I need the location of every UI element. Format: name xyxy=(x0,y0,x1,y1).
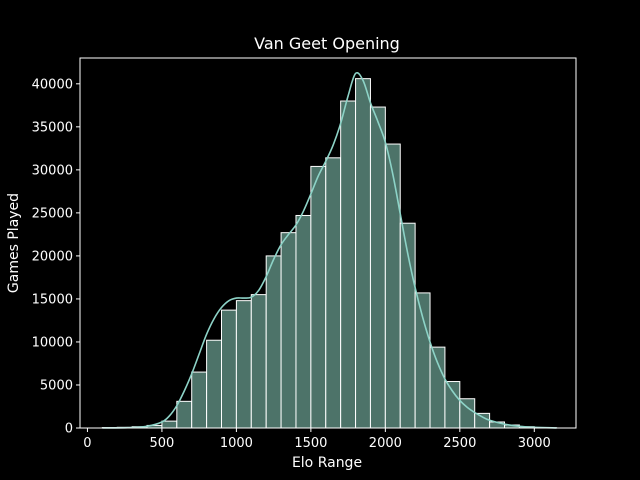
histogram-bar-23 xyxy=(444,381,461,429)
histogram-bar-15 xyxy=(325,157,342,429)
x-tick-label-2000: 2000 xyxy=(369,436,402,451)
y-tick-label-15000: 15000 xyxy=(32,292,73,307)
y-tick-label-0: 0 xyxy=(65,422,73,437)
y-tick-label-40000: 40000 xyxy=(32,77,73,92)
x-tick-label-1000: 1000 xyxy=(220,436,253,451)
x-tick-label-500: 500 xyxy=(150,436,175,451)
y-tick-label-25000: 25000 xyxy=(32,206,73,221)
histogram-bar-16 xyxy=(340,100,357,429)
bars-layer xyxy=(101,78,558,429)
histogram-bar-11 xyxy=(265,255,282,429)
y-tick-label-35000: 35000 xyxy=(32,120,73,135)
histogram-bar-5 xyxy=(176,400,193,429)
histogram-bar-6 xyxy=(191,371,208,429)
x-tick-label-1500: 1500 xyxy=(294,436,327,451)
histogram-bar-8 xyxy=(221,309,237,429)
x-tick-label-0: 0 xyxy=(83,436,91,451)
histogram-bar-4 xyxy=(161,420,178,429)
histogram-bar-19 xyxy=(384,143,401,429)
y-tick-label-30000: 30000 xyxy=(32,163,73,178)
histogram-bar-17 xyxy=(355,78,371,429)
histogram-bar-9 xyxy=(235,300,252,429)
kde-curve xyxy=(102,71,557,429)
y-tick-label-10000: 10000 xyxy=(32,335,73,350)
histogram-bar-21 xyxy=(414,292,431,429)
x-axis-label: Elo Range xyxy=(292,455,362,471)
chart-title: Van Geet Opening xyxy=(254,34,400,53)
histogram-bar-14 xyxy=(310,165,327,429)
histogram-bar-7 xyxy=(206,339,223,429)
plot-frame xyxy=(79,57,577,429)
axes-layer: 0 500 1000 1500 2000 2500 30000500010000150002… xyxy=(32,57,577,451)
y-axis-label: Games Played xyxy=(6,193,22,293)
histogram-bar-22 xyxy=(429,346,446,429)
histogram-bar-25 xyxy=(474,412,491,429)
x-tick-label-3000: 3000 xyxy=(518,436,551,451)
histogram-bar-18 xyxy=(369,106,386,429)
histogram-bar-10 xyxy=(250,294,267,429)
kde-layer xyxy=(102,71,557,429)
histogram-bar-13 xyxy=(295,214,312,429)
x-tick-label-2500: 2500 xyxy=(443,436,476,451)
y-tick-label-20000: 20000 xyxy=(32,249,73,264)
histogram-bar-12 xyxy=(280,232,297,429)
y-tick-label-5000: 5000 xyxy=(40,378,73,393)
